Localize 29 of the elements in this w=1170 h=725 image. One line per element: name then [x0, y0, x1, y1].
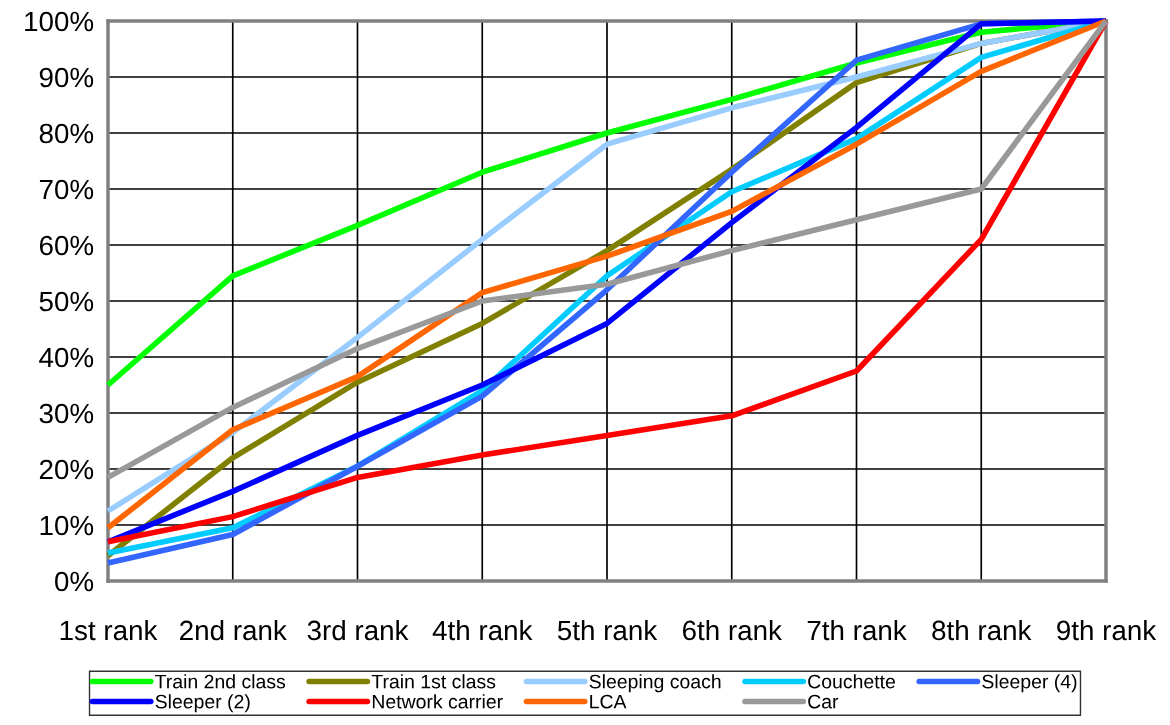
legend-label: Train 1st class: [371, 674, 496, 689]
x-tick-label: 9th rank: [1057, 619, 1157, 641]
x-tick-label: 8th rank: [932, 619, 1032, 641]
y-tick-label: 80%: [39, 123, 94, 144]
y-tick-label: 0%: [55, 571, 94, 592]
x-tick-label: 5th rank: [557, 619, 658, 641]
legend-label: Sleeping coach: [589, 674, 721, 693]
legend-label: Train 2nd class: [155, 674, 286, 689]
y-tick-label: 40%: [39, 347, 94, 368]
x-tick-label: 3rd rank: [307, 619, 409, 641]
legend-label: LCA: [590, 694, 627, 709]
x-tick-label: 7th rank: [807, 619, 907, 641]
y-tick-label: 20%: [39, 459, 94, 480]
y-tick-label: 70%: [39, 179, 94, 200]
x-tick-label: 6th rank: [682, 619, 782, 641]
legend-label: Car: [808, 694, 839, 709]
x-tick-label: 2nd rank: [180, 619, 287, 641]
legend-label: Sleeper (2): [155, 694, 250, 713]
legend-label: Network carrier: [372, 694, 503, 709]
legend-label: Sleeper (4): [982, 674, 1077, 693]
y-tick-label: 50%: [39, 291, 94, 312]
y-tick-label: 10%: [40, 515, 94, 536]
legend-label: Couchette: [808, 674, 895, 689]
x-tick-label: 1st rank: [60, 619, 158, 641]
y-tick-label: 60%: [39, 235, 94, 256]
y-tick-label: 90%: [39, 67, 94, 88]
x-tick-label: 4th rank: [432, 619, 533, 641]
y-tick-label: 100%: [25, 11, 94, 32]
y-tick-label: 30%: [39, 403, 94, 424]
